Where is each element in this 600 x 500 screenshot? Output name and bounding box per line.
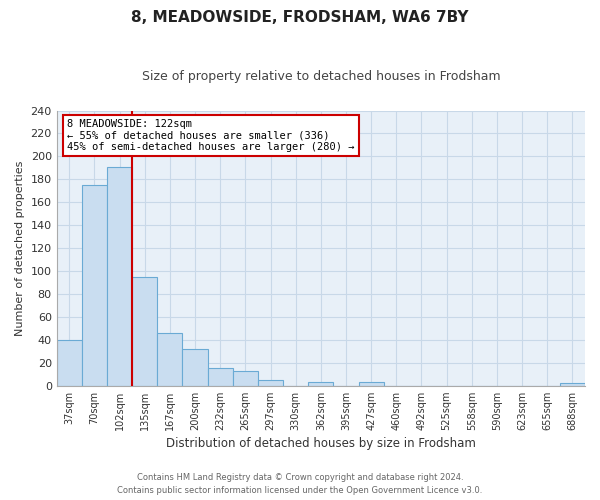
Bar [208,368,233,386]
Text: 8, MEADOWSIDE, FRODSHAM, WA6 7BY: 8, MEADOWSIDE, FRODSHAM, WA6 7BY [131,10,469,25]
Text: Contains HM Land Registry data © Crown copyright and database right 2024.
Contai: Contains HM Land Registry data © Crown c… [118,474,482,495]
Bar [182,349,208,386]
Y-axis label: Number of detached properties: Number of detached properties [15,160,25,336]
Bar [359,382,384,386]
Bar [308,382,334,386]
Bar [157,333,182,386]
Bar [233,371,258,386]
Text: 8 MEADOWSIDE: 122sqm
← 55% of detached houses are smaller (336)
45% of semi-deta: 8 MEADOWSIDE: 122sqm ← 55% of detached h… [67,119,355,152]
Bar [258,380,283,386]
Bar [56,340,82,386]
Bar [82,185,107,386]
Bar [107,166,132,386]
Bar [560,384,585,386]
X-axis label: Distribution of detached houses by size in Frodsham: Distribution of detached houses by size … [166,437,476,450]
Bar [132,277,157,386]
Title: Size of property relative to detached houses in Frodsham: Size of property relative to detached ho… [142,70,500,83]
